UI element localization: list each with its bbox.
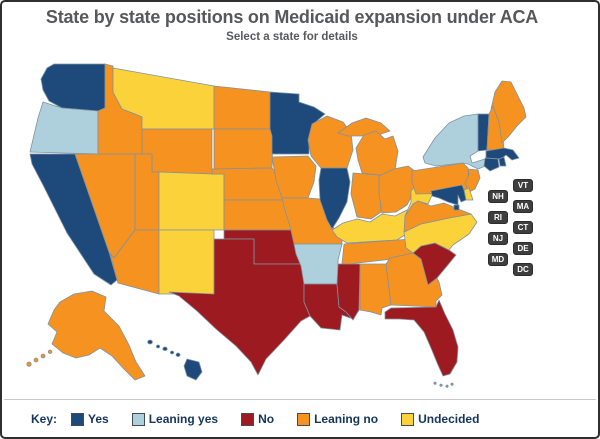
state-label-NH[interactable]: NH xyxy=(488,190,508,203)
state-KS[interactable] xyxy=(223,199,294,231)
legend-entry-yes: Yes xyxy=(71,412,109,426)
legend-text-leaning-no: Leaning no xyxy=(314,412,379,426)
state-RI[interactable] xyxy=(498,156,507,167)
subtitle: Select a state for details xyxy=(226,31,358,43)
legend-entry-leaning-yes: Leaning yes xyxy=(131,412,219,426)
state-label-CT[interactable]: CT xyxy=(513,221,533,234)
state-WY[interactable] xyxy=(141,128,213,175)
state-CO[interactable] xyxy=(158,171,225,231)
header: State by state positions on Medicaid exp… xyxy=(2,7,582,43)
state-OH[interactable] xyxy=(378,165,417,214)
state-label-NJ[interactable]: NJ xyxy=(488,232,508,245)
state-OR[interactable] xyxy=(29,101,99,155)
state-ND[interactable] xyxy=(213,85,271,130)
state-DC[interactable] xyxy=(453,204,460,211)
legend-swatch-undecided xyxy=(401,412,415,426)
legend: Key: Yes Leaning yes No Leaning no Undec… xyxy=(31,410,502,428)
legend-swatch-leaning-no xyxy=(297,412,311,426)
state-IN[interactable] xyxy=(350,172,382,220)
small-state-labels-column-1: NH RI NJ MD xyxy=(488,190,508,266)
legend-entry-no: No xyxy=(241,412,274,426)
state-AL[interactable] xyxy=(359,263,392,316)
state-label-DC[interactable]: DC xyxy=(513,263,533,276)
state-WI[interactable] xyxy=(307,115,354,169)
state-label-DE[interactable]: DE xyxy=(513,242,533,255)
state-AK[interactable] xyxy=(47,290,146,381)
key-divider xyxy=(4,399,596,400)
state-NM[interactable] xyxy=(158,229,215,295)
legend-entry-leaning-no: Leaning no xyxy=(297,412,378,426)
state-NJ[interactable] xyxy=(464,168,481,193)
state-MI[interactable] xyxy=(355,130,399,176)
state-label-MD[interactable]: MD xyxy=(488,253,508,266)
state-NY[interactable] xyxy=(422,113,494,170)
legend-swatch-yes xyxy=(71,412,85,426)
florida-keys-dots xyxy=(433,381,454,388)
state-MI-upper[interactable] xyxy=(337,117,391,137)
legend-text-yes: Yes xyxy=(88,412,109,426)
state-FL[interactable] xyxy=(384,299,459,377)
state-MD[interactable] xyxy=(430,184,467,206)
legend-swatch-no xyxy=(241,412,255,426)
state-ME[interactable] xyxy=(490,80,527,144)
legend-swatch-leaning-yes xyxy=(131,412,145,426)
legend-text-undecided: Undecided xyxy=(418,412,480,426)
legend-entry-undecided: Undecided xyxy=(401,412,479,426)
state-WA[interactable] xyxy=(40,63,106,112)
small-state-labels-column-2: VT MA CT DE DC xyxy=(513,179,533,276)
state-IL[interactable] xyxy=(318,167,351,230)
state-KY[interactable] xyxy=(331,209,420,244)
state-HI[interactable] xyxy=(147,339,203,381)
state-label-MA[interactable]: MA xyxy=(513,200,533,213)
state-IA[interactable] xyxy=(271,155,317,199)
state-label-VT[interactable]: VT xyxy=(513,179,533,192)
state-CT[interactable] xyxy=(483,157,500,172)
legend-text-no: No xyxy=(258,412,275,426)
legend-text-leaning-yes: Leaning yes xyxy=(148,412,219,426)
aleutian-islands[interactable] xyxy=(26,349,53,367)
key-label: Key: xyxy=(31,412,58,426)
state-SD[interactable] xyxy=(213,128,274,170)
state-label-RI[interactable]: RI xyxy=(488,211,508,224)
page-title: State by state positions on Medicaid exp… xyxy=(45,7,539,27)
